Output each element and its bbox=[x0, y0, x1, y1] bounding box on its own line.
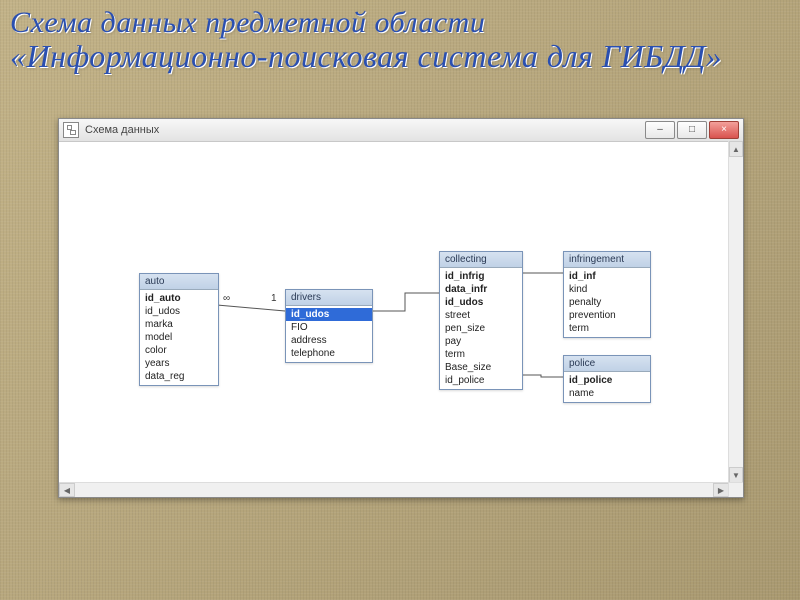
field[interactable]: model bbox=[140, 331, 218, 344]
scroll-right-icon[interactable]: ▶ bbox=[713, 483, 729, 497]
schema-window: Схема данных – □ × ∞1 autoid_autoid_udos… bbox=[58, 118, 744, 498]
entity-title: drivers bbox=[286, 290, 372, 306]
field[interactable]: id_police bbox=[564, 374, 650, 387]
entity-fields: id_autoid_udosmarkamodelcoloryearsdata_r… bbox=[140, 290, 218, 385]
title-line-1: Схема данных предметной области bbox=[10, 6, 790, 40]
entity-title: collecting bbox=[440, 252, 522, 268]
field[interactable]: id_police bbox=[440, 374, 522, 387]
scrollbar-corner bbox=[728, 482, 743, 497]
entity-fields: id_policename bbox=[564, 372, 650, 402]
field[interactable]: kind bbox=[564, 283, 650, 296]
scroll-up-icon[interactable]: ▲ bbox=[729, 141, 743, 157]
field[interactable]: Base_size bbox=[440, 361, 522, 374]
field[interactable]: id_udos bbox=[140, 305, 218, 318]
field[interactable]: id_inf bbox=[564, 270, 650, 283]
field[interactable]: id_infrig bbox=[440, 270, 522, 283]
scroll-down-icon[interactable]: ▼ bbox=[729, 467, 743, 483]
entity-police[interactable]: policeid_policename bbox=[563, 355, 651, 403]
entity-title: police bbox=[564, 356, 650, 372]
window-titlebar[interactable]: Схема данных – □ × bbox=[59, 119, 743, 142]
field[interactable]: pay bbox=[440, 335, 522, 348]
field[interactable]: penalty bbox=[564, 296, 650, 309]
entity-infringement[interactable]: infringementid_infkindpenaltypreventiont… bbox=[563, 251, 651, 338]
slide-heading: Схема данных предметной области «Информа… bbox=[10, 6, 790, 75]
window-controls: – □ × bbox=[645, 121, 739, 139]
field[interactable]: telephone bbox=[286, 347, 372, 360]
field[interactable]: prevention bbox=[564, 309, 650, 322]
entity-auto[interactable]: autoid_autoid_udosmarkamodelcoloryearsda… bbox=[139, 273, 219, 386]
field[interactable]: FIO bbox=[286, 321, 372, 334]
field[interactable]: years bbox=[140, 357, 218, 370]
maximize-button[interactable]: □ bbox=[677, 121, 707, 139]
field[interactable]: id_udos bbox=[440, 296, 522, 309]
field[interactable]: pen_size bbox=[440, 322, 522, 335]
entity-fields: id_udosFIOaddresstelephone bbox=[286, 306, 372, 362]
minimize-button[interactable]: – bbox=[645, 121, 675, 139]
entity-fields: id_infrigdata_infrid_udosstreetpen_sizep… bbox=[440, 268, 522, 389]
entity-drivers[interactable]: driversid_udosFIOaddresstelephone bbox=[285, 289, 373, 363]
slide: { "title_line1": "Схема данных предметно… bbox=[0, 0, 800, 600]
scroll-left-icon[interactable]: ◀ bbox=[59, 483, 75, 497]
svg-text:∞: ∞ bbox=[223, 293, 230, 304]
field[interactable]: marka bbox=[140, 318, 218, 331]
title-line-2: «Информационно-поисковая система для ГИБ… bbox=[10, 38, 790, 75]
window-title: Схема данных bbox=[85, 124, 159, 136]
field[interactable]: term bbox=[440, 348, 522, 361]
field[interactable]: id_auto bbox=[140, 292, 218, 305]
scrollbar-vertical[interactable]: ▲ ▼ bbox=[728, 141, 743, 483]
field[interactable]: street bbox=[440, 309, 522, 322]
scrollbar-horizontal[interactable]: ◀ ▶ bbox=[59, 482, 729, 497]
relations-icon bbox=[63, 122, 79, 138]
svg-text:1: 1 bbox=[271, 293, 277, 304]
entity-fields: id_infkindpenaltypreventionterm bbox=[564, 268, 650, 337]
entity-title: infringement bbox=[564, 252, 650, 268]
field[interactable]: data_infr bbox=[440, 283, 522, 296]
entity-collecting[interactable]: collectingid_infrigdata_infrid_udosstree… bbox=[439, 251, 523, 390]
field[interactable]: data_reg bbox=[140, 370, 218, 383]
field[interactable]: term bbox=[564, 322, 650, 335]
field[interactable]: address bbox=[286, 334, 372, 347]
field[interactable]: name bbox=[564, 387, 650, 400]
close-button[interactable]: × bbox=[709, 121, 739, 139]
field[interactable]: color bbox=[140, 344, 218, 357]
diagram-canvas[interactable]: ∞1 autoid_autoid_udosmarkamodelcoloryear… bbox=[61, 143, 729, 483]
field[interactable]: id_udos bbox=[286, 308, 372, 321]
entity-title: auto bbox=[140, 274, 218, 290]
